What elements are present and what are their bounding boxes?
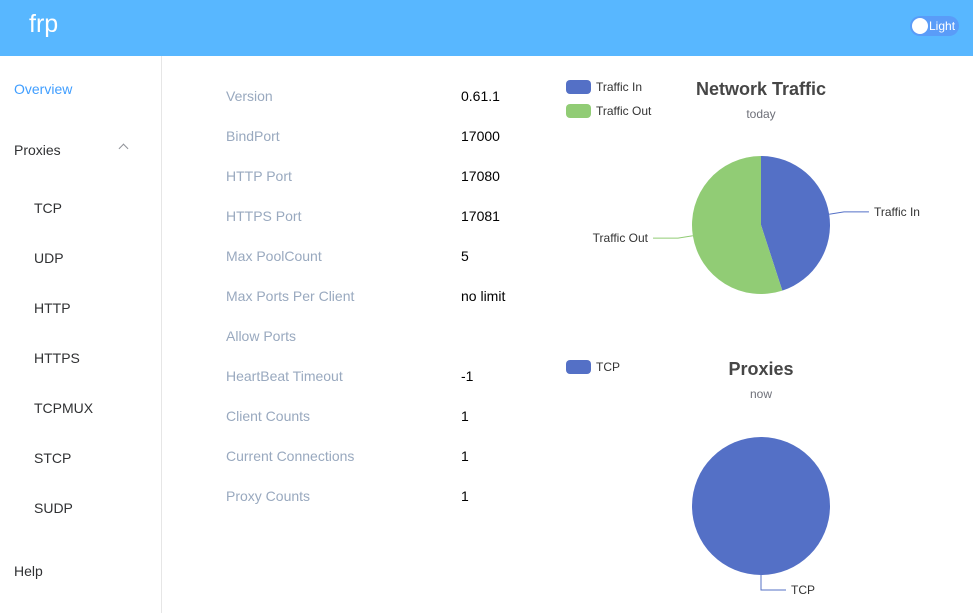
info-value: 17081 [461, 208, 500, 224]
sidebar-item-stcp[interactable]: STCP [34, 450, 72, 466]
chart-subtitle: today [746, 107, 776, 121]
info-label: Max Ports Per Client [226, 288, 355, 304]
info-label: Proxy Counts [226, 488, 311, 504]
pie-slice-tcp[interactable] [692, 437, 830, 575]
info-value: 17080 [461, 168, 500, 184]
chart-title: Network Traffic [695, 79, 827, 99]
info-value: -1 [461, 368, 474, 384]
info-label: HTTP Port [226, 168, 292, 184]
chart-title: Proxies [728, 359, 794, 379]
info-label: Max PoolCount [226, 248, 322, 264]
sidebar-item-sudp[interactable]: SUDP [34, 500, 73, 516]
sidebar-item-https[interactable]: HTTPS [34, 350, 80, 366]
sidebar-item-http[interactable]: HTTP [34, 300, 71, 316]
sidebar-item-tcp[interactable]: TCP [34, 200, 62, 216]
info-label: Allow Ports [226, 328, 297, 344]
info-label: Version [226, 88, 273, 104]
info-value: 17000 [461, 128, 500, 144]
sidebar-item-proxies[interactable]: Proxies [14, 142, 61, 158]
info-value: 1 [461, 448, 469, 464]
chart-subtitle: now [749, 387, 772, 401]
pie-label: Traffic In [874, 205, 920, 219]
info-value: 1 [461, 408, 469, 424]
info-value: no limit [461, 288, 506, 304]
pie-slice-traffic-in[interactable] [761, 156, 830, 291]
info-value: 5 [461, 248, 469, 264]
toggle-knob [912, 18, 928, 34]
info-label: HTTPS Port [226, 208, 302, 224]
pie-label: Traffic Out [593, 231, 649, 245]
info-value: 1 [461, 488, 469, 504]
sidebar [0, 56, 162, 613]
sidebar-item-overview[interactable]: Overview [14, 81, 73, 97]
sidebar-item-udp[interactable]: UDP [34, 250, 64, 266]
theme-toggle-label: Light [929, 19, 956, 33]
label-line [653, 235, 693, 239]
info-label: BindPort [226, 128, 280, 144]
sidebar-item-tcpmux[interactable]: TCPMUX [34, 400, 94, 416]
info-label: Client Counts [226, 408, 311, 424]
header: frp Light [0, 0, 973, 56]
pie-slice-traffic-out[interactable] [692, 156, 783, 294]
info-label: HeartBeat Timeout [226, 368, 343, 384]
sidebar-item-help[interactable]: Help [14, 563, 43, 579]
logo[interactable]: frp [29, 10, 59, 38]
label-line [760, 575, 786, 591]
label-line [829, 211, 869, 215]
info-label: Current Connections [226, 448, 355, 464]
theme-toggle[interactable]: Light [910, 16, 959, 36]
pie-label: TCP [791, 583, 815, 597]
info-value: 0.61.1 [461, 88, 500, 104]
